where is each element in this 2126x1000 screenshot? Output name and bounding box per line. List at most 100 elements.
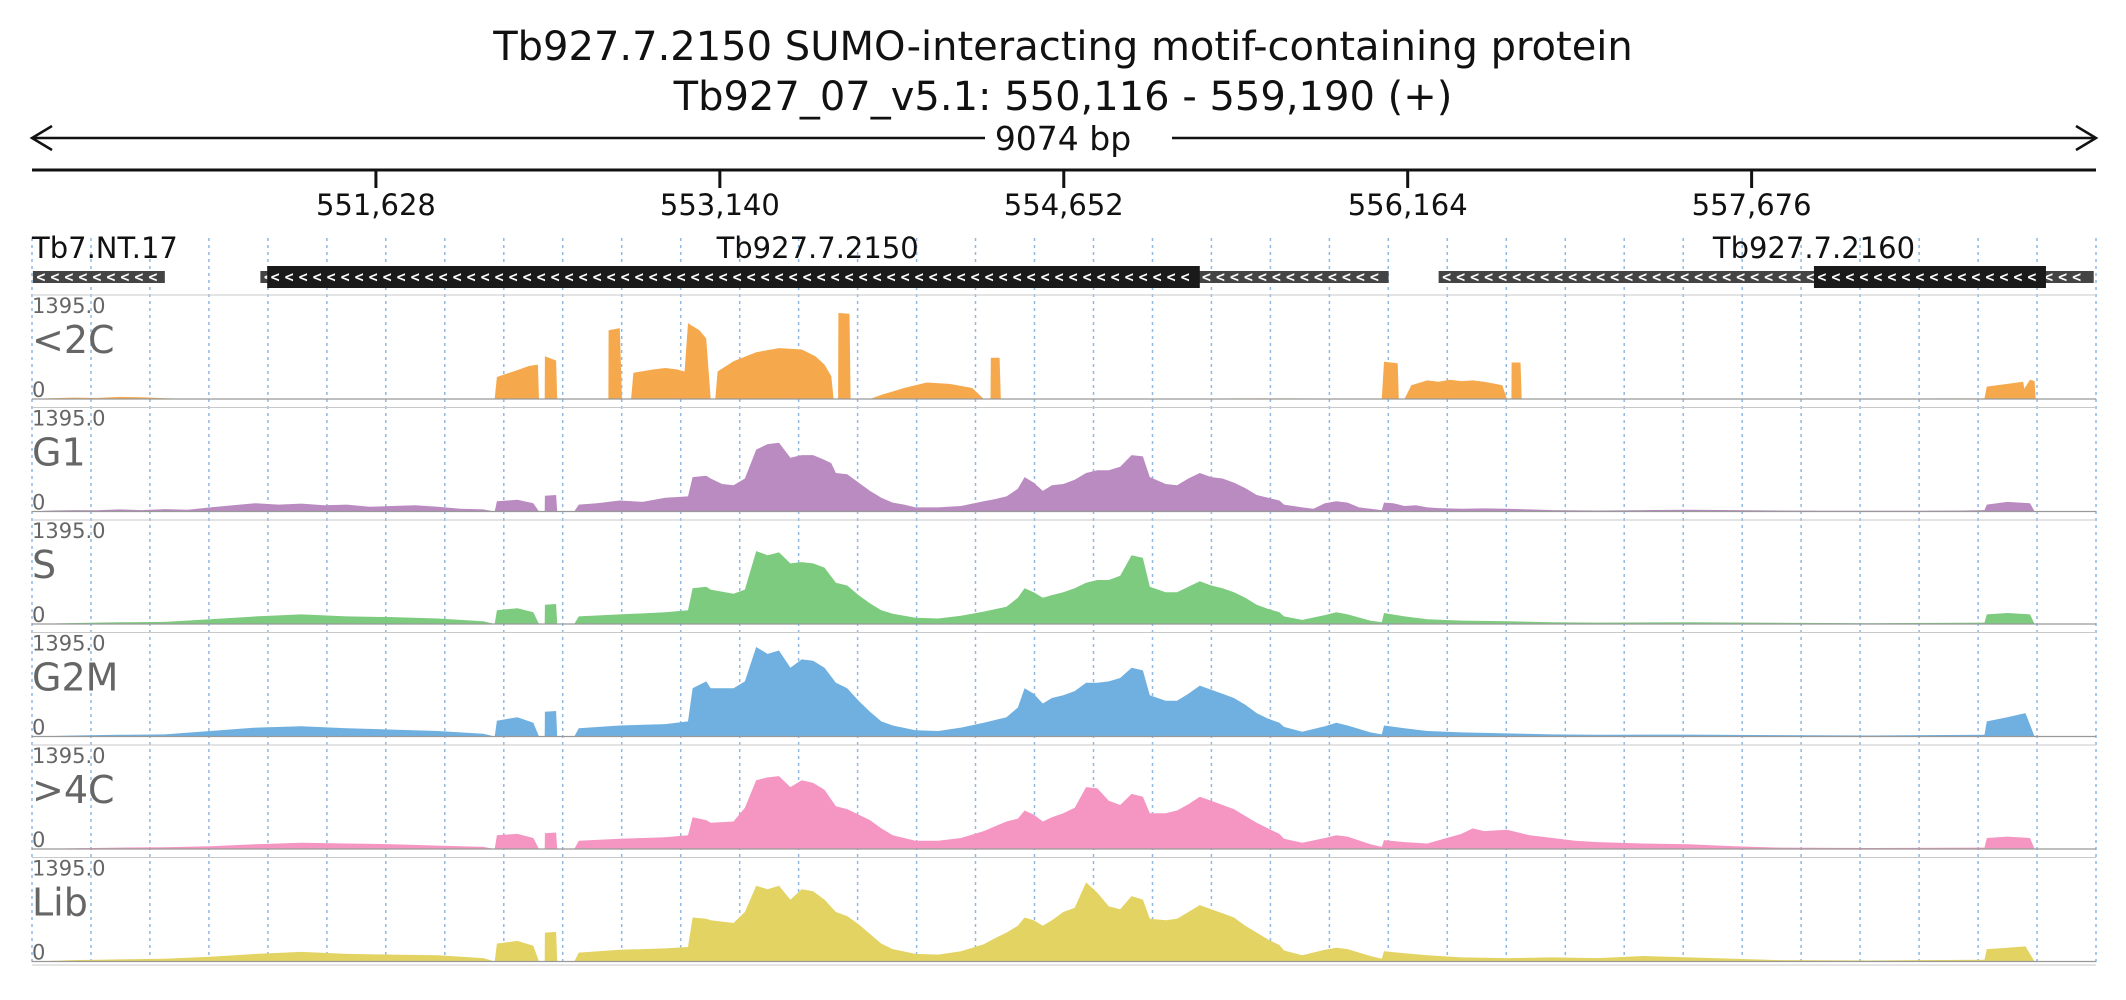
gene-2-cds (1813, 266, 2046, 288)
gene-0-utr-strand-mark-4: < (92, 268, 101, 286)
gene-1-cds-strand-mark-36: < (775, 268, 784, 286)
gene-2-cds-strand-mark-14: < (2013, 268, 2022, 286)
gene-1-cds-strand-mark-28: < (663, 268, 672, 286)
gene-1-cds-strand-mark-62: < (1139, 268, 1148, 286)
gene-1-cds-strand-mark-14: < (467, 268, 476, 286)
gene-1-cds-strand-mark-44: < (887, 268, 896, 286)
track-4-ymin-label: 0 (32, 828, 45, 852)
gene-1-cds (267, 266, 1200, 288)
gene-2-utr-strand-mark-15: < (1652, 268, 1661, 286)
track-5-ymin-label: 0 (32, 941, 45, 965)
gene-2-utr-strand-mark-21: < (1736, 268, 1745, 286)
gene-2-utr-strand-mark-1: < (1456, 268, 1465, 286)
gene-1-cds-strand-mark-15: < (481, 268, 490, 286)
gene-2-utr-strand-mark-8: < (1554, 268, 1563, 286)
gene-2-cds-strand-mark-15: < (2027, 268, 2036, 286)
gene-1-label: Tb927.7.2150 (716, 231, 919, 265)
gene-2-cds-strand-mark-0: < (1817, 268, 1826, 286)
gene-1-utr-strand-mark-69: < (1230, 268, 1239, 286)
track-1-ymax-label: 1395.0 (32, 407, 105, 431)
gene-1-utr-strand-mark-76: < (1328, 268, 1337, 286)
gene-2-utr-strand-mark-45: < (2072, 268, 2081, 286)
gene-1-cds-strand-mark-13: < (453, 268, 462, 286)
gene-2-utr-strand-mark-14: < (1638, 268, 1647, 286)
gene-1-cds-strand-mark-59: < (1097, 268, 1106, 286)
gene-0-utr-strand-mark-6: < (120, 268, 129, 286)
track-4: 1395.0 0 >4C (32, 744, 2096, 852)
gene-1-cds-strand-mark-11: < (425, 268, 434, 286)
gene-1-cds-strand-mark-22: < (579, 268, 588, 286)
axis-ticks: 551,628 553,140 554,652 556,164 557,676 (316, 170, 1812, 222)
chart-subtitle: Tb927_07_v5.1: 550,116 - 559,190 (+) (673, 74, 1453, 120)
gene-1-cds-strand-mark-45: < (901, 268, 910, 286)
gene-2-cds-strand-mark-5: < (1887, 268, 1896, 286)
gene-2-utr-strand-mark-4: < (1498, 268, 1507, 286)
axis-tick-label-4: 557,676 (1692, 188, 1812, 222)
gene-1-cds-strand-mark-33: < (733, 268, 742, 286)
gene-2-cds-strand-mark-12: < (1985, 268, 1994, 286)
gene-2-utr-strand-mark-20: < (1722, 268, 1731, 286)
gene-2-utr-strand-mark-23: < (1764, 268, 1773, 286)
gene-2-utr-strand-mark-5: < (1512, 268, 1521, 286)
gene-1-cds-strand-mark-56: < (1055, 268, 1064, 286)
gene-1-cds-strand-mark-31: < (705, 268, 714, 286)
gene-1-cds-strand-mark-38: < (803, 268, 812, 286)
gene-2-cds-strand-mark-9: < (1943, 268, 1952, 286)
length-label: 9074 bp (995, 119, 1131, 158)
gene-0-utr-strand-mark-1: < (50, 268, 59, 286)
gene-2-cds-strand-mark-11: < (1971, 268, 1980, 286)
gene-1-utr-strand-mark-73: < (1286, 268, 1295, 286)
track-0: 1395.0 0 <2C (32, 294, 2096, 402)
gene-1-cds-strand-mark-12: < (439, 268, 448, 286)
gene-1-cds-strand-mark-3: < (313, 268, 322, 286)
gene-2-utr-strand-mark-3: < (1484, 268, 1493, 286)
gene-1-cds-strand-mark-58: < (1083, 268, 1092, 286)
gene-1-utr-strand-mark-74: < (1300, 268, 1309, 286)
gene-1-cds-strand-mark-6: < (355, 268, 364, 286)
axis-tick-label-1: 553,140 (660, 188, 780, 222)
gene-1-utr-strand-mark-78: < (1356, 268, 1365, 286)
gene-0-utr-strand-mark-7: < (134, 268, 143, 286)
gene-1-cds-strand-mark-29: < (677, 268, 686, 286)
track-1-ymin-label: 0 (32, 491, 45, 515)
gene-1-cds-strand-mark-21: < (565, 268, 574, 286)
gene-2-cds-strand-mark-8: < (1929, 268, 1938, 286)
gene-1-cds-strand-mark-55: < (1041, 268, 1050, 286)
track-4-ymax-label: 1395.0 (32, 744, 105, 768)
gene-2-cds-strand-mark-6: < (1901, 268, 1910, 286)
gene-2: < < < < < < < < < < < < < < < < < < < < < < < < < < < < < < < < < < < < < < < <… (1438, 231, 2094, 288)
gene-2-utr-strand-mark-22: < (1750, 268, 1759, 286)
gene-1-cds-strand-mark-2: < (299, 268, 308, 286)
gene-0-utr-strand-mark-5: < (106, 268, 115, 286)
axis-tick-label-0: 551,628 (316, 188, 436, 222)
grid-lines (31, 238, 2097, 965)
gene-1-utr-strand-mark-71: < (1258, 268, 1267, 286)
gene-1-cds-strand-mark-50: < (971, 268, 980, 286)
gene-1-cds-strand-mark-9: < (397, 268, 406, 286)
gene-2-utr-strand-mark-24: < (1778, 268, 1787, 286)
chart-title: Tb927.7.2150 SUMO-interacting motif-cont… (492, 24, 1633, 70)
gene-1-cds-strand-mark-65: < (1181, 268, 1190, 286)
gene-1-cds-strand-mark-10: < (411, 268, 420, 286)
length-arrow-left-head (29, 124, 53, 152)
gene-1-cds-strand-mark-54: < (1027, 268, 1036, 286)
gene-1-cds-strand-mark-25: < (621, 268, 630, 286)
axis-tick-label-3: 556,164 (1348, 188, 1468, 222)
gene-1-cds-strand-mark-20: < (551, 268, 560, 286)
track-2: 1395.0 0 S (32, 519, 2096, 627)
gene-2-utr-strand-mark-13: < (1624, 268, 1633, 286)
gene-1-cds-strand-mark-47: < (929, 268, 938, 286)
gene-1-utr-strand-mark-79: < (1370, 268, 1379, 286)
gene-1-cds-strand-mark-42: < (859, 268, 868, 286)
gene-1-cds-strand-mark-60: < (1111, 268, 1120, 286)
track-2-ymin-label: 0 (32, 603, 45, 627)
gene-1-utr-strand-mark-77: < (1342, 268, 1351, 286)
gene-1-cds-strand-mark-61: < (1125, 268, 1134, 286)
gene-2-label: Tb927.7.2160 (1712, 231, 1915, 265)
gene-1-cds-strand-mark-46: < (915, 268, 924, 286)
track-2-coverage-area (32, 551, 2096, 624)
gene-1-cds-strand-mark-41: < (845, 268, 854, 286)
gene-1-cds-strand-mark-34: < (747, 268, 756, 286)
gene-2-cds-strand-mark-13: < (1999, 268, 2008, 286)
